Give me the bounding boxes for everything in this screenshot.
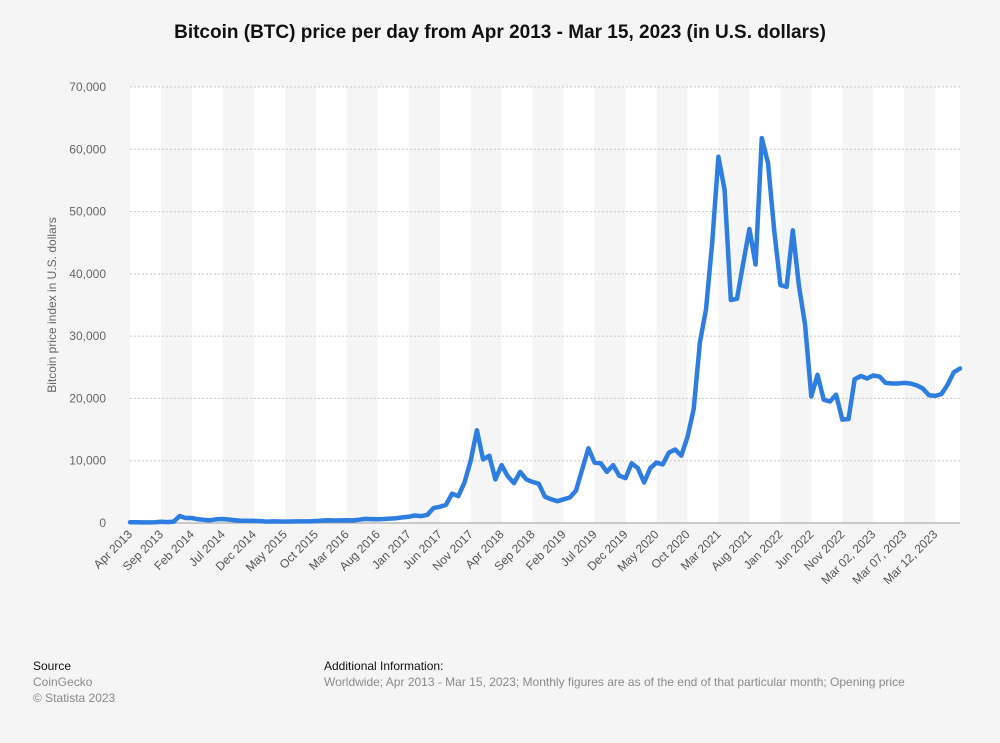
y-axis-ticks: 0 10,000 20,000 30,000 40,000 50,000 60,000 70,… (69, 80, 106, 530)
y-tick-label: 50,000 (69, 205, 106, 219)
chart-band (563, 87, 595, 523)
y-tick-label: 60,000 (69, 142, 106, 156)
source-heading: Source (33, 659, 72, 673)
chart-band (253, 87, 285, 523)
chart-band (130, 87, 161, 523)
y-tick-label: 20,000 (69, 391, 106, 405)
chart-band (439, 87, 471, 523)
chart-bands (130, 87, 960, 523)
y-tick-label: 0 (99, 516, 106, 530)
chart-band (935, 87, 960, 523)
chart-title: Bitcoin (BTC) price per day from Apr 201… (174, 22, 826, 43)
chart-band (315, 87, 347, 523)
chart-band (811, 87, 843, 523)
additional-info-block: Additional Information: Worldwide; Apr 2… (324, 658, 905, 690)
y-tick-label: 10,000 (69, 454, 106, 468)
source-block: Source CoinGecko © Statista 2023 (33, 658, 115, 706)
y-tick-label: 40,000 (69, 267, 106, 281)
series-group (127, 135, 963, 525)
source-name: CoinGecko (33, 675, 93, 689)
y-tick-label: 30,000 (69, 329, 106, 343)
chart-band (625, 87, 657, 523)
y-tick-label: 70,000 (69, 80, 106, 94)
additional-info-heading: Additional Information: (324, 659, 444, 673)
chart-band (501, 87, 533, 523)
chart-band (377, 87, 409, 523)
chart-band (687, 87, 719, 523)
series-line (127, 135, 963, 525)
chart-band (873, 87, 905, 523)
copyright: © Statista 2023 (33, 691, 116, 705)
chart-band (191, 87, 223, 523)
additional-info-text: Worldwide; Apr 2013 - Mar 15, 2023; Mont… (324, 675, 905, 689)
